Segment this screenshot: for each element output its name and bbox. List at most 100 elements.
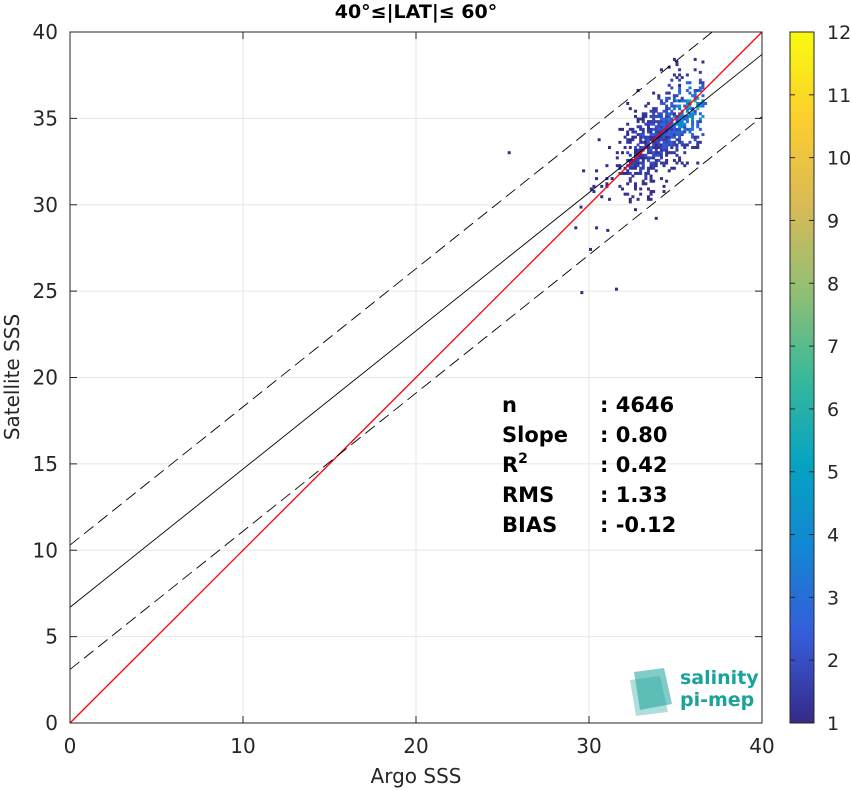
y-tick-label: 25 xyxy=(33,279,58,303)
colorbar-tick-label: 7 xyxy=(827,336,839,358)
colorbar-tick-label: 11 xyxy=(827,85,851,107)
density-cell xyxy=(649,133,653,137)
density-cell xyxy=(639,133,643,137)
density-cell xyxy=(678,91,682,95)
density-cell xyxy=(662,184,666,188)
density-cell xyxy=(662,161,666,165)
density-cell xyxy=(649,164,653,168)
density-cell xyxy=(665,158,669,162)
density-cell xyxy=(672,94,676,98)
density-cell xyxy=(683,130,687,134)
stat-label: RMS xyxy=(502,483,554,507)
density-cell xyxy=(672,158,676,162)
density-cell xyxy=(701,94,705,98)
density-cell xyxy=(698,81,702,85)
density-cell xyxy=(646,171,650,175)
density-cell xyxy=(683,104,687,108)
density-cell xyxy=(662,101,666,105)
density-cell xyxy=(649,114,653,118)
density-cell xyxy=(592,184,596,188)
density-cell xyxy=(636,117,640,121)
density-cell xyxy=(582,169,586,173)
density-cell xyxy=(644,114,648,118)
density-cell xyxy=(633,114,637,118)
density-cell xyxy=(626,101,630,105)
density-cell xyxy=(678,130,682,134)
density-cell xyxy=(639,156,643,160)
density-cell xyxy=(665,112,669,116)
density-cell xyxy=(626,171,630,175)
density-cell xyxy=(683,117,687,121)
density-cell xyxy=(652,120,656,124)
density-cell xyxy=(659,68,663,72)
density-cell xyxy=(693,94,697,98)
density-cell xyxy=(678,127,682,131)
density-cell xyxy=(636,156,640,160)
density-cell xyxy=(680,133,684,137)
density-cell xyxy=(649,166,653,170)
density-cell xyxy=(659,99,663,103)
stat-value: : -0.12 xyxy=(600,513,676,537)
density-cell xyxy=(688,86,692,90)
density-cell xyxy=(623,192,627,196)
density-cell xyxy=(654,120,658,124)
density-cell xyxy=(589,247,592,251)
density-cell xyxy=(678,78,682,82)
line-fit xyxy=(69,54,763,608)
density-cell xyxy=(678,135,682,139)
density-cell xyxy=(641,164,645,168)
density-cell xyxy=(688,127,692,131)
density-cell xyxy=(680,140,684,144)
density-cell xyxy=(628,166,632,170)
density-cell xyxy=(649,127,653,131)
stat-label: BIAS xyxy=(502,513,557,537)
density-cell xyxy=(633,187,637,191)
density-cell xyxy=(680,161,684,165)
density-cell xyxy=(665,161,669,165)
y-tick-label: 35 xyxy=(33,106,58,130)
density-cell xyxy=(670,78,674,82)
density-cell xyxy=(659,138,663,142)
density-cell xyxy=(600,195,604,199)
density-cell xyxy=(672,57,676,61)
density-cell xyxy=(685,127,689,131)
density-cell xyxy=(685,114,689,118)
density-cell xyxy=(685,161,689,165)
density-cell xyxy=(683,164,687,168)
colorbar-tick-label: 10 xyxy=(827,148,851,170)
density-cell xyxy=(649,161,653,165)
density-cell xyxy=(688,114,692,118)
density-cell xyxy=(644,174,648,178)
density-cell xyxy=(628,140,632,144)
density-cell xyxy=(665,114,669,118)
density-cell xyxy=(665,104,669,108)
density-cell xyxy=(652,91,656,95)
density-cell xyxy=(696,122,700,126)
density-cell xyxy=(662,148,666,152)
density-cell xyxy=(652,179,656,183)
density-cell xyxy=(685,109,689,113)
logo-text: pi-mep xyxy=(680,689,754,711)
colorbar-tick-label: 3 xyxy=(827,587,839,609)
density-cell xyxy=(657,96,661,100)
density-cell xyxy=(667,91,671,95)
x-tick-label: 30 xyxy=(576,734,601,758)
x-tick-label: 0 xyxy=(64,734,77,758)
density-cell xyxy=(672,140,676,144)
density-cell xyxy=(680,117,684,121)
density-cell xyxy=(626,138,630,142)
density-cell xyxy=(628,179,632,183)
density-cell xyxy=(618,164,622,168)
density-cell xyxy=(691,125,695,129)
density-cell xyxy=(649,156,653,160)
density-cell xyxy=(652,143,656,147)
density-cell xyxy=(631,130,635,134)
density-cell xyxy=(691,114,695,118)
density-cell xyxy=(665,143,669,147)
density-cell xyxy=(657,112,661,116)
density-cell xyxy=(701,133,705,137)
density-cell xyxy=(698,78,702,82)
density-cell xyxy=(646,138,650,142)
density-cell xyxy=(652,140,656,144)
density-cell xyxy=(667,112,671,116)
